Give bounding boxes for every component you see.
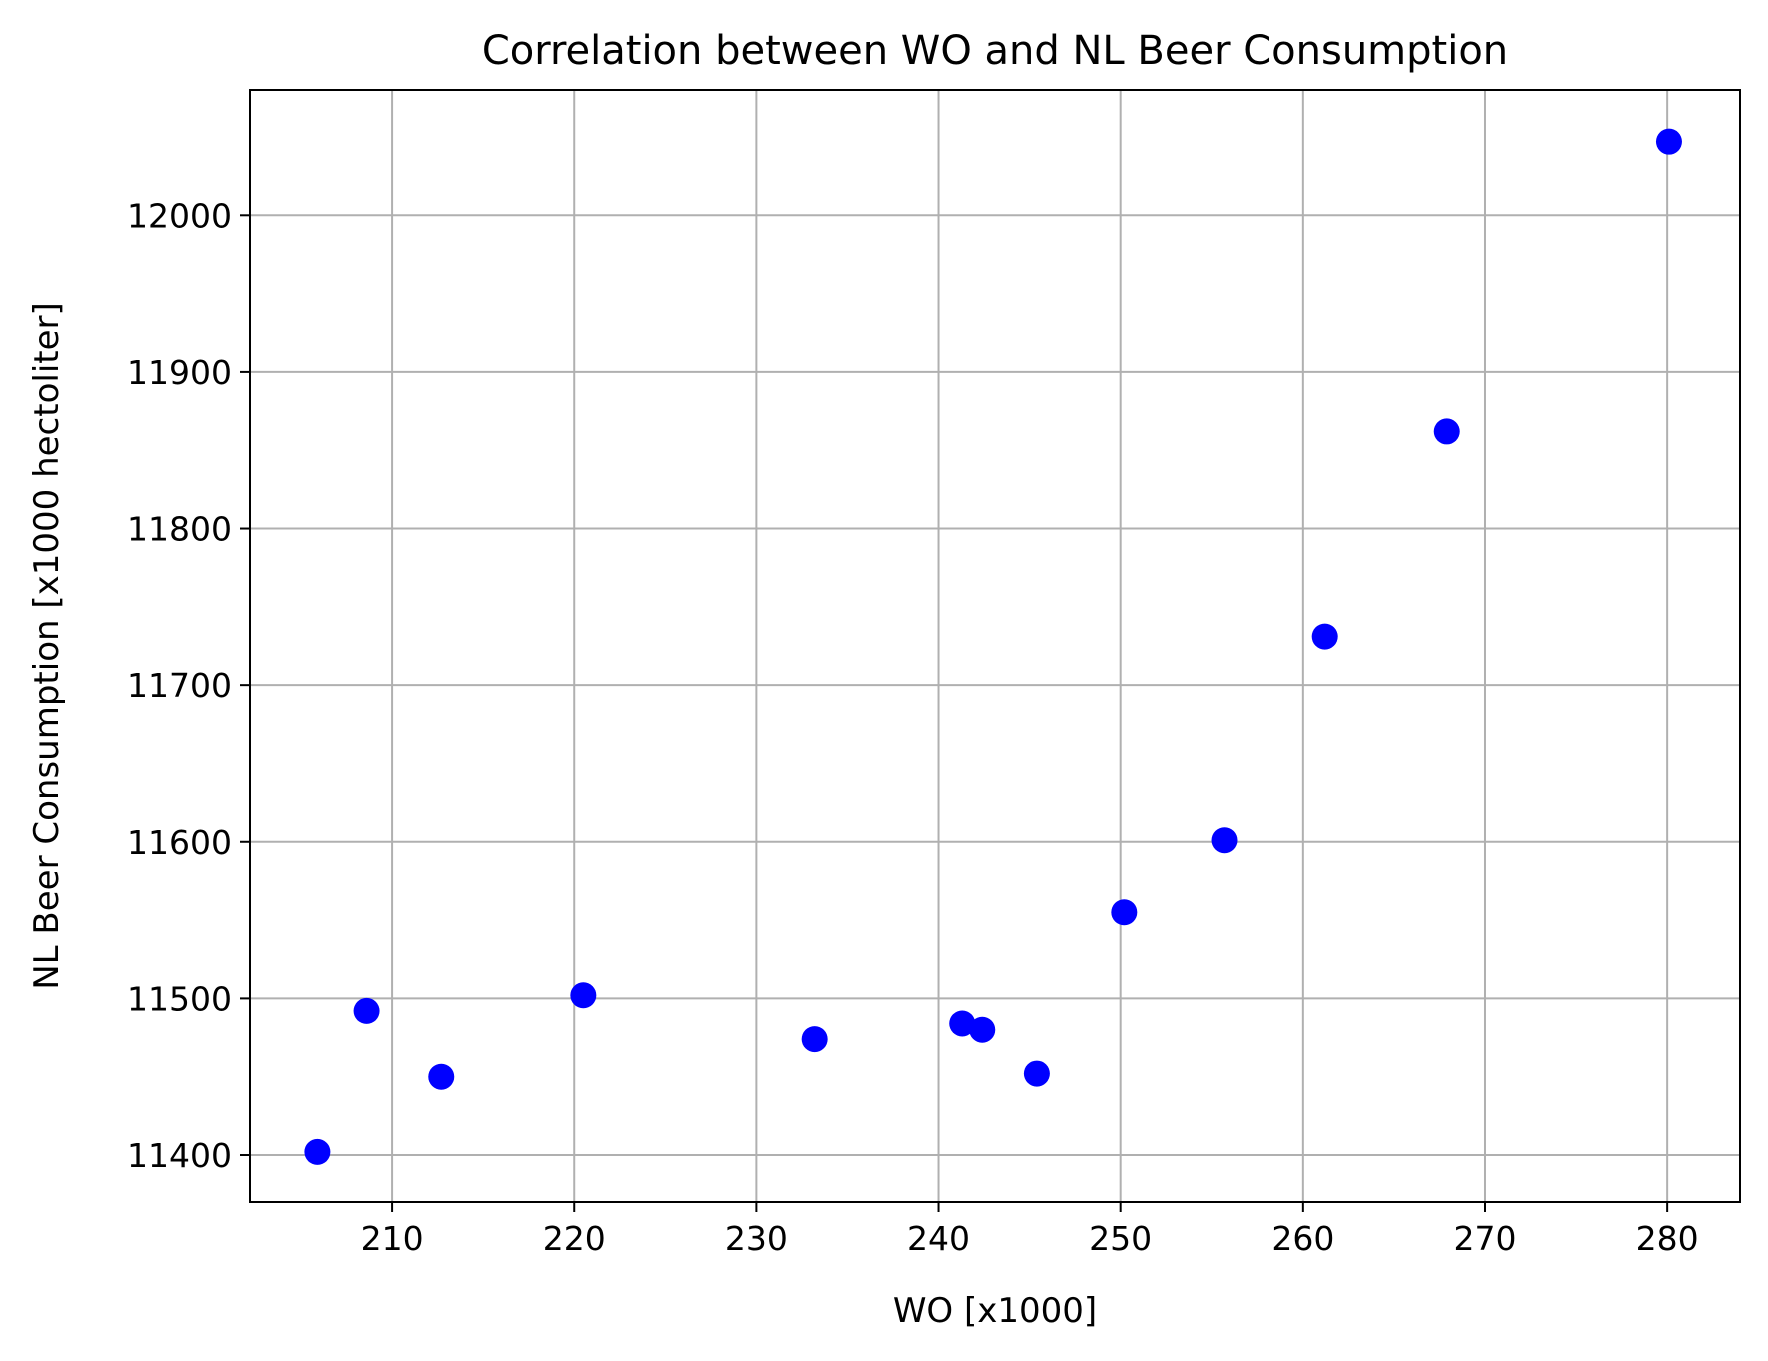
x-tick-label: 260 bbox=[1271, 1219, 1334, 1258]
x-tick-label: 270 bbox=[1453, 1219, 1516, 1258]
scatter-point bbox=[801, 1026, 828, 1053]
x-tick-label: 250 bbox=[1089, 1219, 1152, 1258]
scatter-point bbox=[969, 1016, 996, 1043]
x-tick-label: 240 bbox=[907, 1219, 970, 1258]
scatter-point bbox=[949, 1010, 976, 1037]
scatter-point bbox=[353, 997, 380, 1024]
y-tick-label: 11700 bbox=[127, 666, 232, 705]
x-tick-label: 220 bbox=[543, 1219, 606, 1258]
x-tick-label: 230 bbox=[725, 1219, 788, 1258]
data-points bbox=[304, 128, 1682, 1165]
x-tick-label: 280 bbox=[1636, 1219, 1699, 1258]
ticks: 210 220 230 240 250 260 270 280 11400 11500 11600 1… bbox=[127, 196, 1699, 1258]
y-tick-label: 11600 bbox=[127, 823, 232, 862]
scatter-point bbox=[1311, 623, 1338, 650]
y-tick-label: 12000 bbox=[127, 196, 232, 235]
chart-title: Correlation between WO and NL Beer Consu… bbox=[482, 28, 1508, 74]
y-axis-label: NL Beer Consumption [x1000 hectoliter] bbox=[27, 302, 67, 990]
scatter-point bbox=[570, 982, 597, 1009]
grid bbox=[250, 90, 1740, 1202]
scatter-point bbox=[1433, 418, 1460, 445]
scatter-point bbox=[304, 1138, 331, 1165]
scatter-point bbox=[1655, 128, 1682, 155]
y-tick-label: 11900 bbox=[127, 353, 232, 392]
y-tick-label: 11400 bbox=[127, 1136, 232, 1175]
scatter-point bbox=[1111, 899, 1138, 926]
y-tick-label: 11500 bbox=[127, 979, 232, 1018]
scatter-point bbox=[1211, 827, 1238, 854]
x-axis-label: WO [x1000] bbox=[893, 1291, 1097, 1331]
plot-frame bbox=[249, 89, 1741, 1203]
scatter-point bbox=[428, 1063, 455, 1090]
y-tick-label: 11800 bbox=[127, 510, 232, 549]
x-tick-label: 210 bbox=[361, 1219, 424, 1258]
scatter-point bbox=[1023, 1060, 1050, 1087]
